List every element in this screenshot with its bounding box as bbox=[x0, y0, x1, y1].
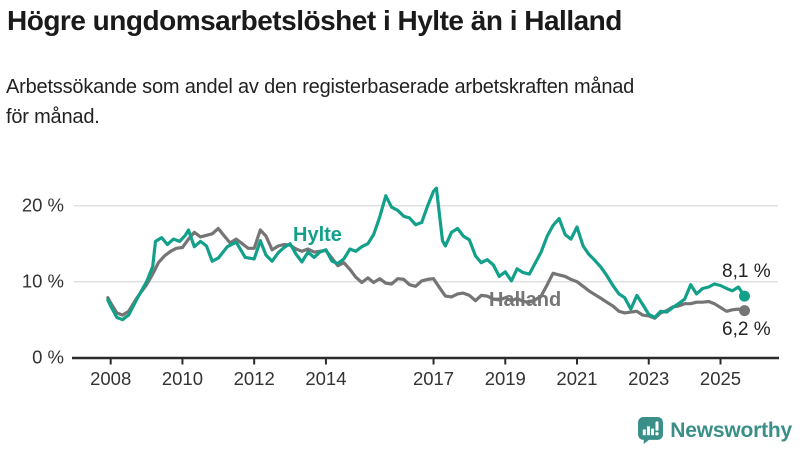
y-tick-label-20: 20 % bbox=[22, 195, 64, 216]
x-tick-label-2019: 2019 bbox=[485, 368, 526, 389]
x-tick-label-2010: 2010 bbox=[162, 368, 203, 389]
page-title: Högre ungdomsarbetslöshet i Hylte än i H… bbox=[7, 5, 622, 36]
hylte-end-value-label: 8,1 % bbox=[722, 261, 771, 282]
mini-bar-chart bbox=[643, 421, 659, 436]
x-tick-label-2008: 2008 bbox=[90, 368, 131, 389]
x-tick-label-2025: 2025 bbox=[700, 368, 741, 389]
x-tick-label-2014: 2014 bbox=[305, 368, 346, 389]
halland-line bbox=[106, 226, 747, 320]
subtitle-line-2: för månad. bbox=[6, 106, 100, 128]
hylte-series-label: Hylte bbox=[293, 224, 342, 246]
x-tick-label-2017: 2017 bbox=[413, 368, 454, 389]
hylte-line bbox=[106, 186, 747, 322]
page-subtitle: Arbetssökande som andel av den registerb… bbox=[6, 72, 766, 132]
subtitle-line-1: Arbetssökande som andel av den registerb… bbox=[6, 76, 635, 98]
x-tick-label-2012: 2012 bbox=[234, 368, 275, 389]
halland-end-value-label: 6,2 % bbox=[722, 319, 771, 340]
newsworthy-icon bbox=[638, 417, 664, 444]
x-tick-label-2021: 2021 bbox=[556, 368, 597, 389]
speech-bubble-shape bbox=[638, 417, 664, 444]
y-tick-label-10: 10 % bbox=[22, 271, 64, 292]
hylte-end-dot bbox=[739, 290, 750, 302]
y-tick-label-0: 0 % bbox=[32, 347, 64, 368]
halland-series-label: Halland bbox=[489, 289, 562, 311]
halland-end-dot bbox=[739, 305, 750, 317]
newsworthy-logo[interactable]: Newsworthy bbox=[638, 417, 792, 444]
x-tick-label-2023: 2023 bbox=[628, 368, 669, 389]
brand-name: Newsworthy bbox=[670, 418, 792, 442]
